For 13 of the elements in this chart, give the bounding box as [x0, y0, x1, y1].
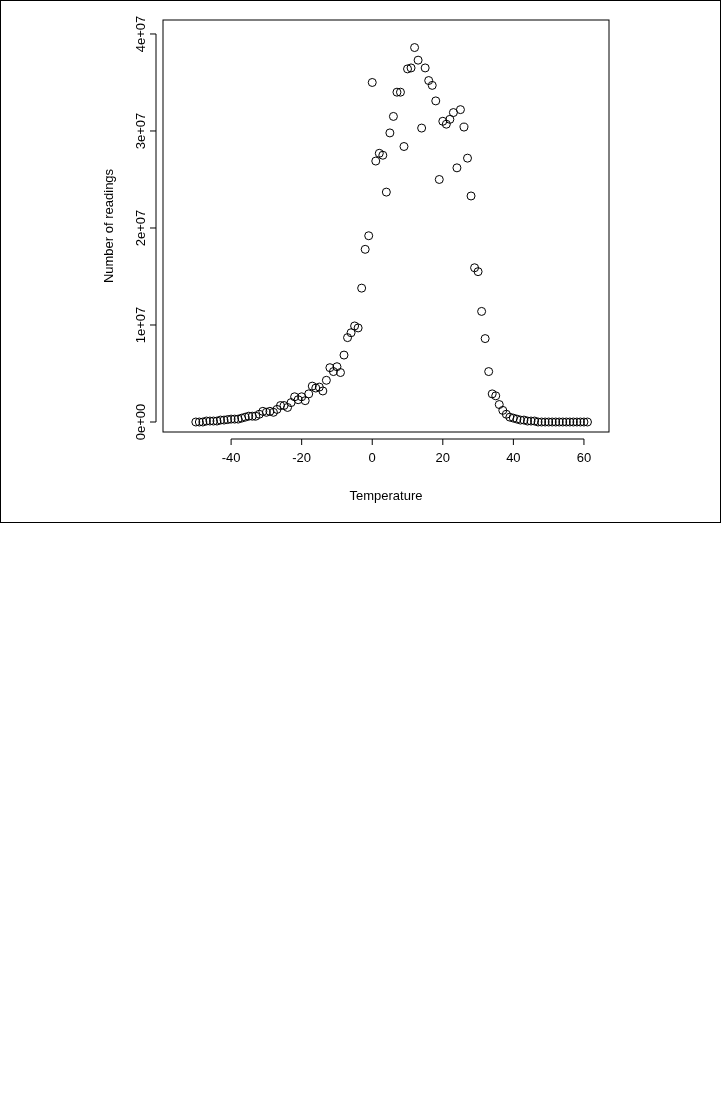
x-tick-label: -40	[221, 450, 241, 465]
y-tick-label: 2e+07	[133, 209, 148, 247]
x-tick-label: 20	[435, 450, 451, 465]
x-tick-label: 60	[576, 450, 592, 465]
x-axis-title: Temperature	[349, 488, 423, 503]
y-tick-label: 1e+07	[133, 306, 148, 344]
x-tick-label: 0	[368, 450, 376, 465]
x-tick-label: 40	[506, 450, 521, 465]
y-tick-label: 3e+07	[133, 112, 148, 150]
y-axis-title: Number of readings	[101, 168, 116, 284]
y-tick-label: 4e+07	[133, 15, 148, 53]
x-tick-label: -20	[292, 450, 312, 465]
y-tick-label: 0e+00	[133, 403, 148, 441]
